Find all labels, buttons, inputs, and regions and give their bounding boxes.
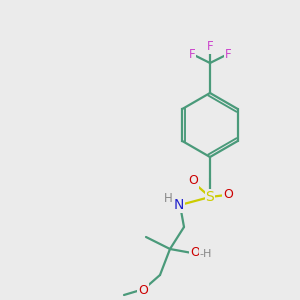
Text: F: F [189, 47, 195, 61]
Text: O: O [190, 245, 200, 259]
Text: F: F [207, 40, 213, 53]
Text: O: O [138, 284, 148, 296]
Text: H: H [164, 193, 172, 206]
Text: N: N [174, 198, 184, 212]
Text: F: F [225, 47, 231, 61]
Text: O: O [223, 188, 233, 200]
Text: O: O [188, 175, 198, 188]
Text: S: S [206, 190, 214, 204]
Text: -H: -H [200, 249, 212, 259]
